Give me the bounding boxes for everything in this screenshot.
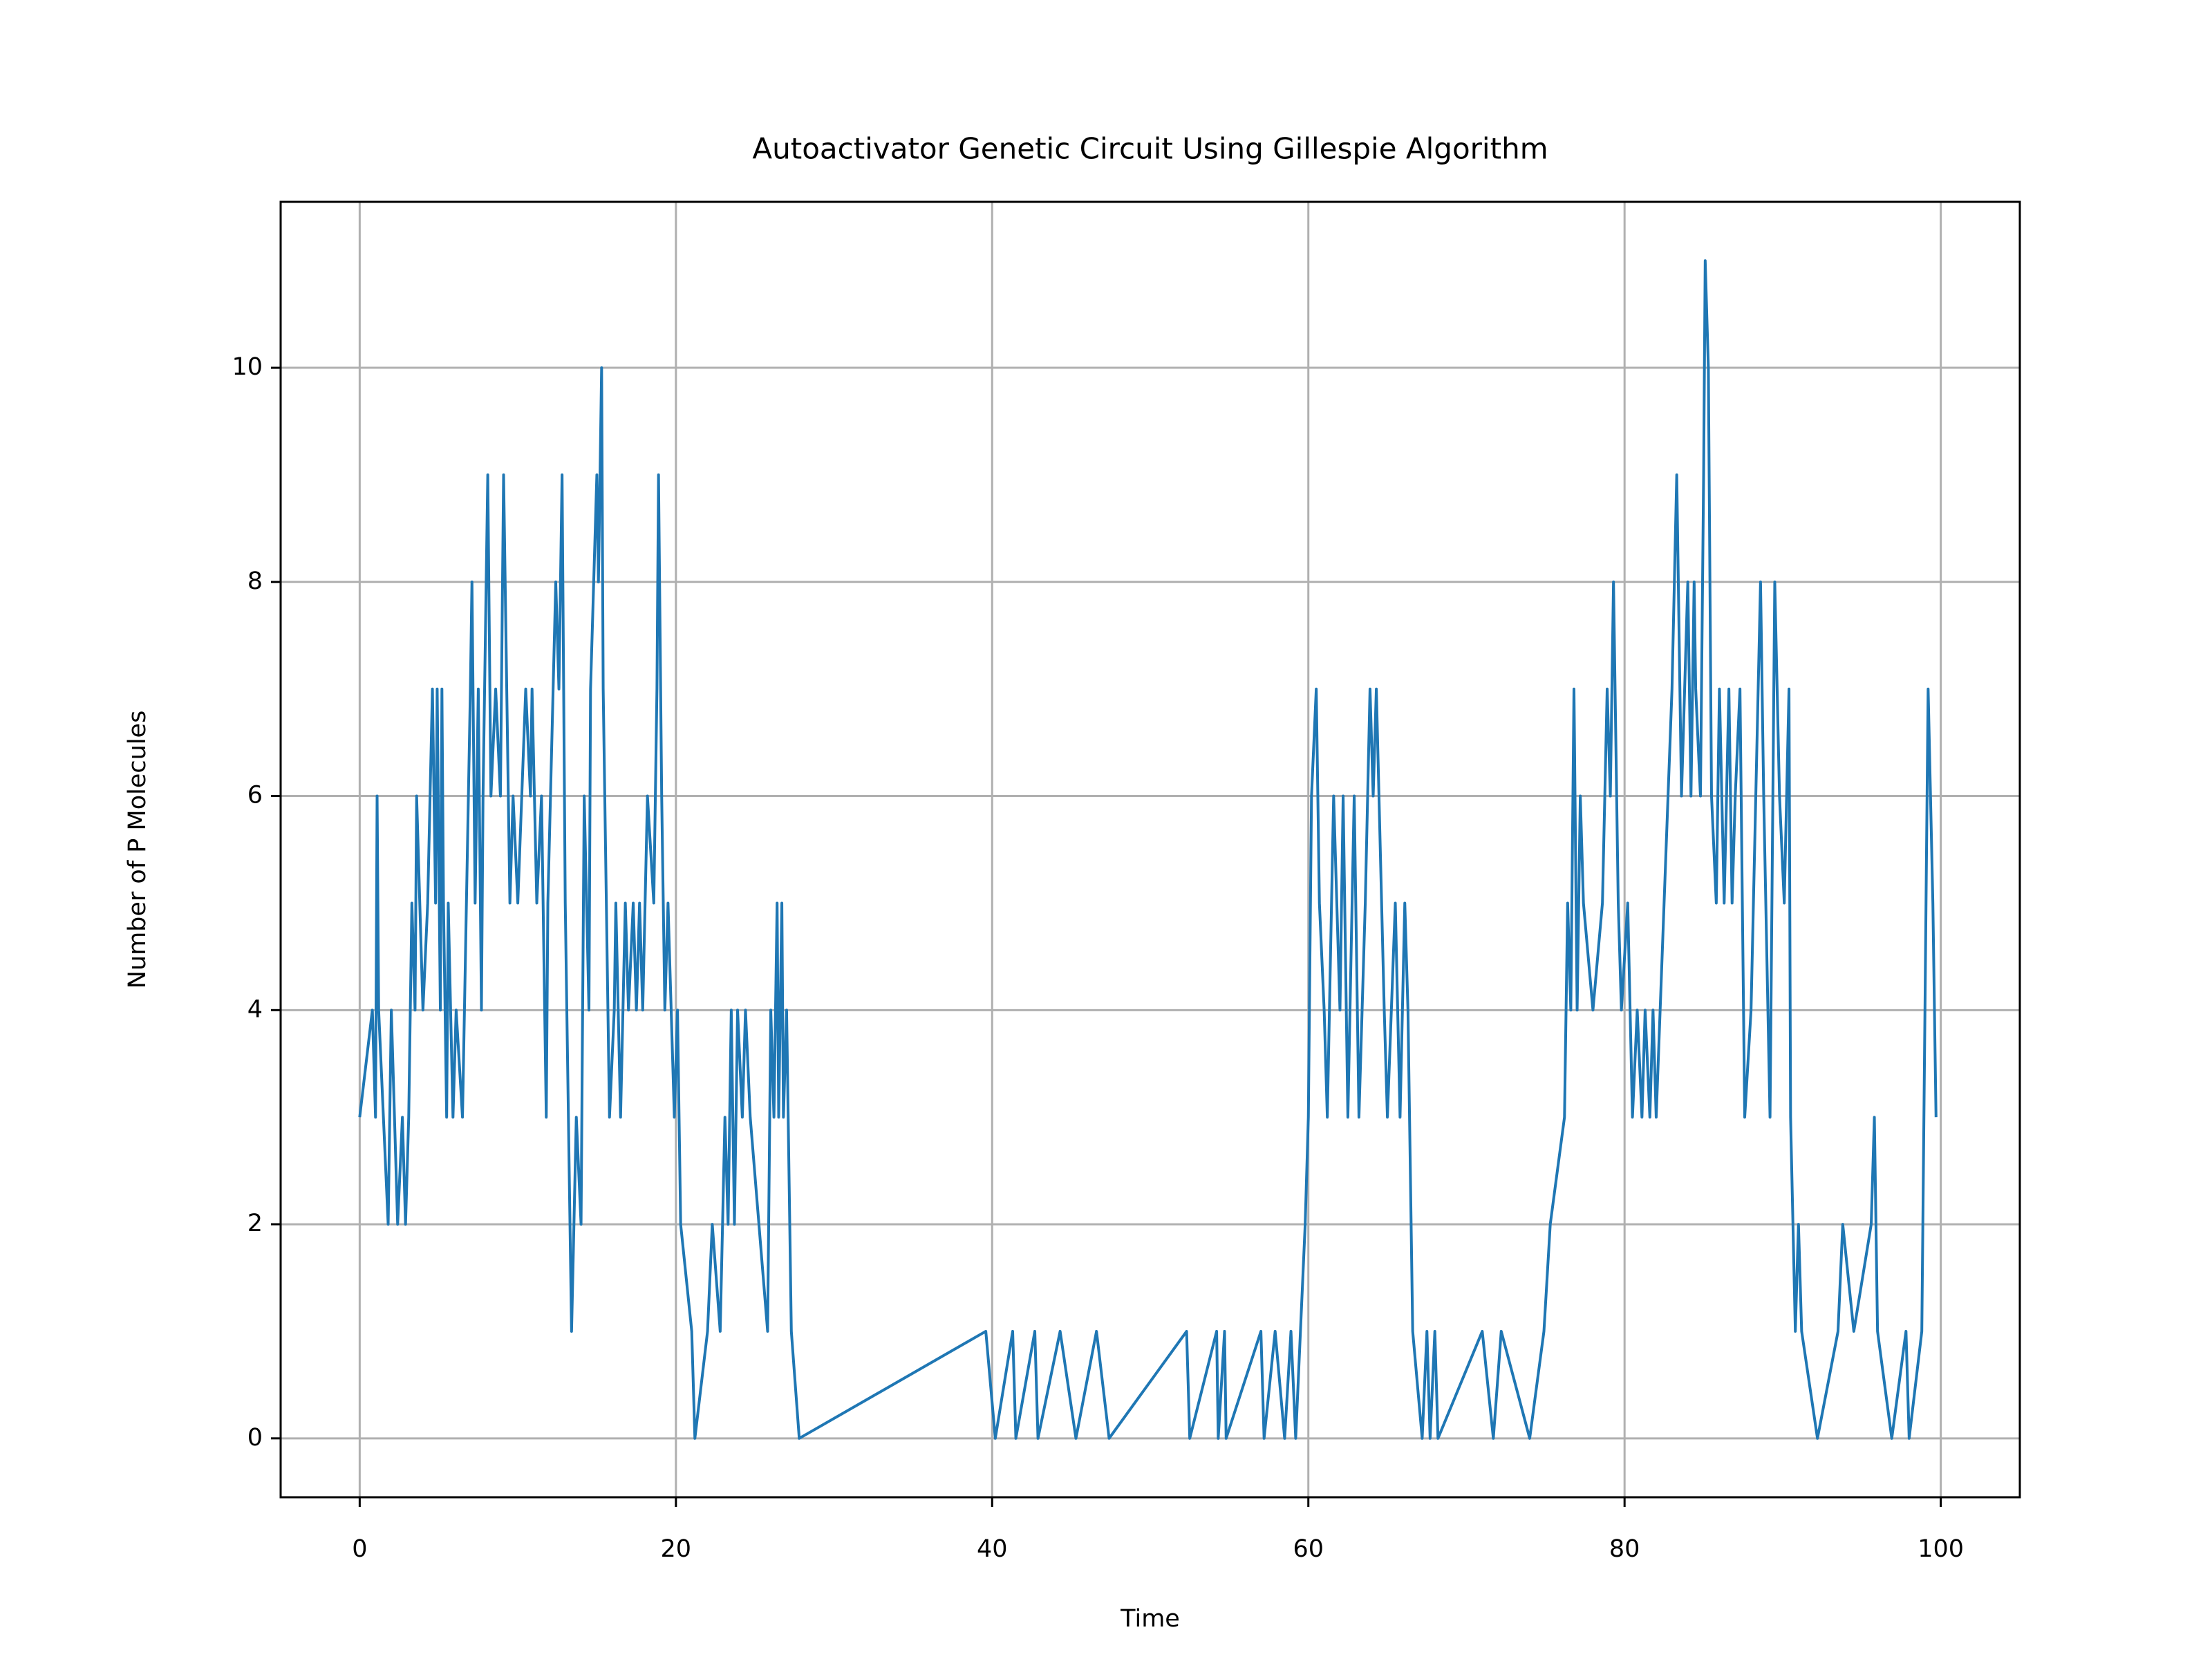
x-tick-label: 60	[1293, 1535, 1324, 1563]
y-tick-label: 8	[247, 568, 263, 595]
y-tick-label: 10	[232, 353, 263, 381]
x-tick-label: 100	[1918, 1535, 1964, 1563]
x-tick-label: 40	[977, 1535, 1008, 1563]
chart-title: Autoactivator Genetic Circuit Using Gill…	[752, 132, 1548, 166]
y-axis-label: Number of P Molecules	[124, 711, 151, 989]
y-tick-label: 6	[247, 782, 263, 809]
x-tick-label: 80	[1609, 1535, 1640, 1563]
x-axis-label: Time	[1120, 1605, 1180, 1633]
plot-frame	[279, 200, 2021, 1499]
y-tick-label: 0	[247, 1424, 263, 1452]
x-tick-label: 20	[661, 1535, 692, 1563]
y-tick-label: 4	[247, 995, 263, 1023]
x-tick-label: 0	[352, 1535, 367, 1563]
y-tick-label: 2	[247, 1210, 263, 1237]
data-line	[358, 259, 1938, 1440]
